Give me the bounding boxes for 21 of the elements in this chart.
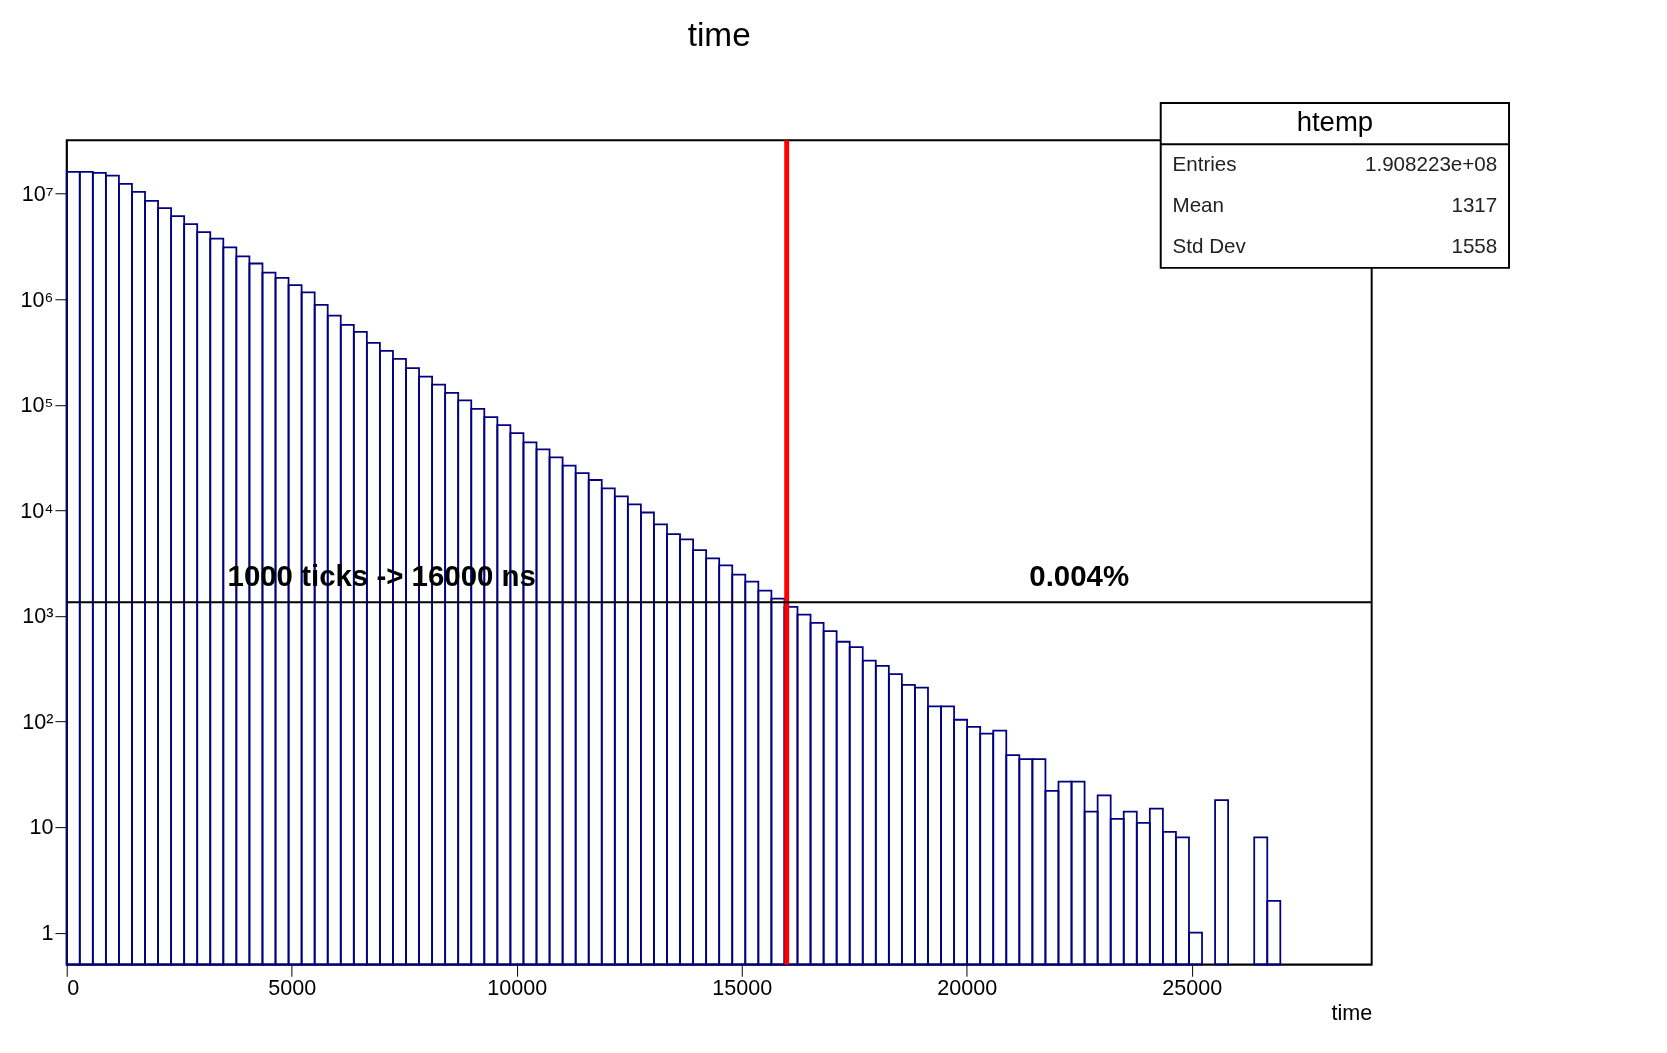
x-tick-label: 15000: [712, 975, 773, 1001]
y-tick-label: 10²: [22, 708, 54, 734]
text: Std Dev 1558: [1172, 234, 1498, 258]
text: htemp: [1296, 106, 1374, 138]
y-tick-label: 10⁶: [20, 286, 54, 312]
y-tick-label: 1: [41, 920, 54, 946]
text: Entries 1.908223e+08: [1172, 151, 1498, 175]
x-tick-label: 25000: [1162, 975, 1223, 1001]
x-tick-label: 10000: [487, 975, 548, 1001]
y-tick-label: 10⁴: [20, 497, 54, 523]
x-tick-label: 0: [67, 975, 80, 1001]
annotation: 0.004%: [1029, 558, 1130, 592]
y-tick-label: 10³: [22, 603, 54, 629]
text: Mean 1317: [1172, 192, 1498, 216]
y-tick-label: 10⁵: [20, 392, 54, 418]
x-tick-label: 5000: [268, 975, 317, 1001]
y-tick-label: 10: [29, 814, 54, 840]
y-tick-label: 10⁷: [21, 181, 54, 207]
x-axis-title: time: [1331, 999, 1373, 1025]
chart-title: time: [687, 16, 751, 54]
x-tick-label: 20000: [937, 975, 998, 1001]
